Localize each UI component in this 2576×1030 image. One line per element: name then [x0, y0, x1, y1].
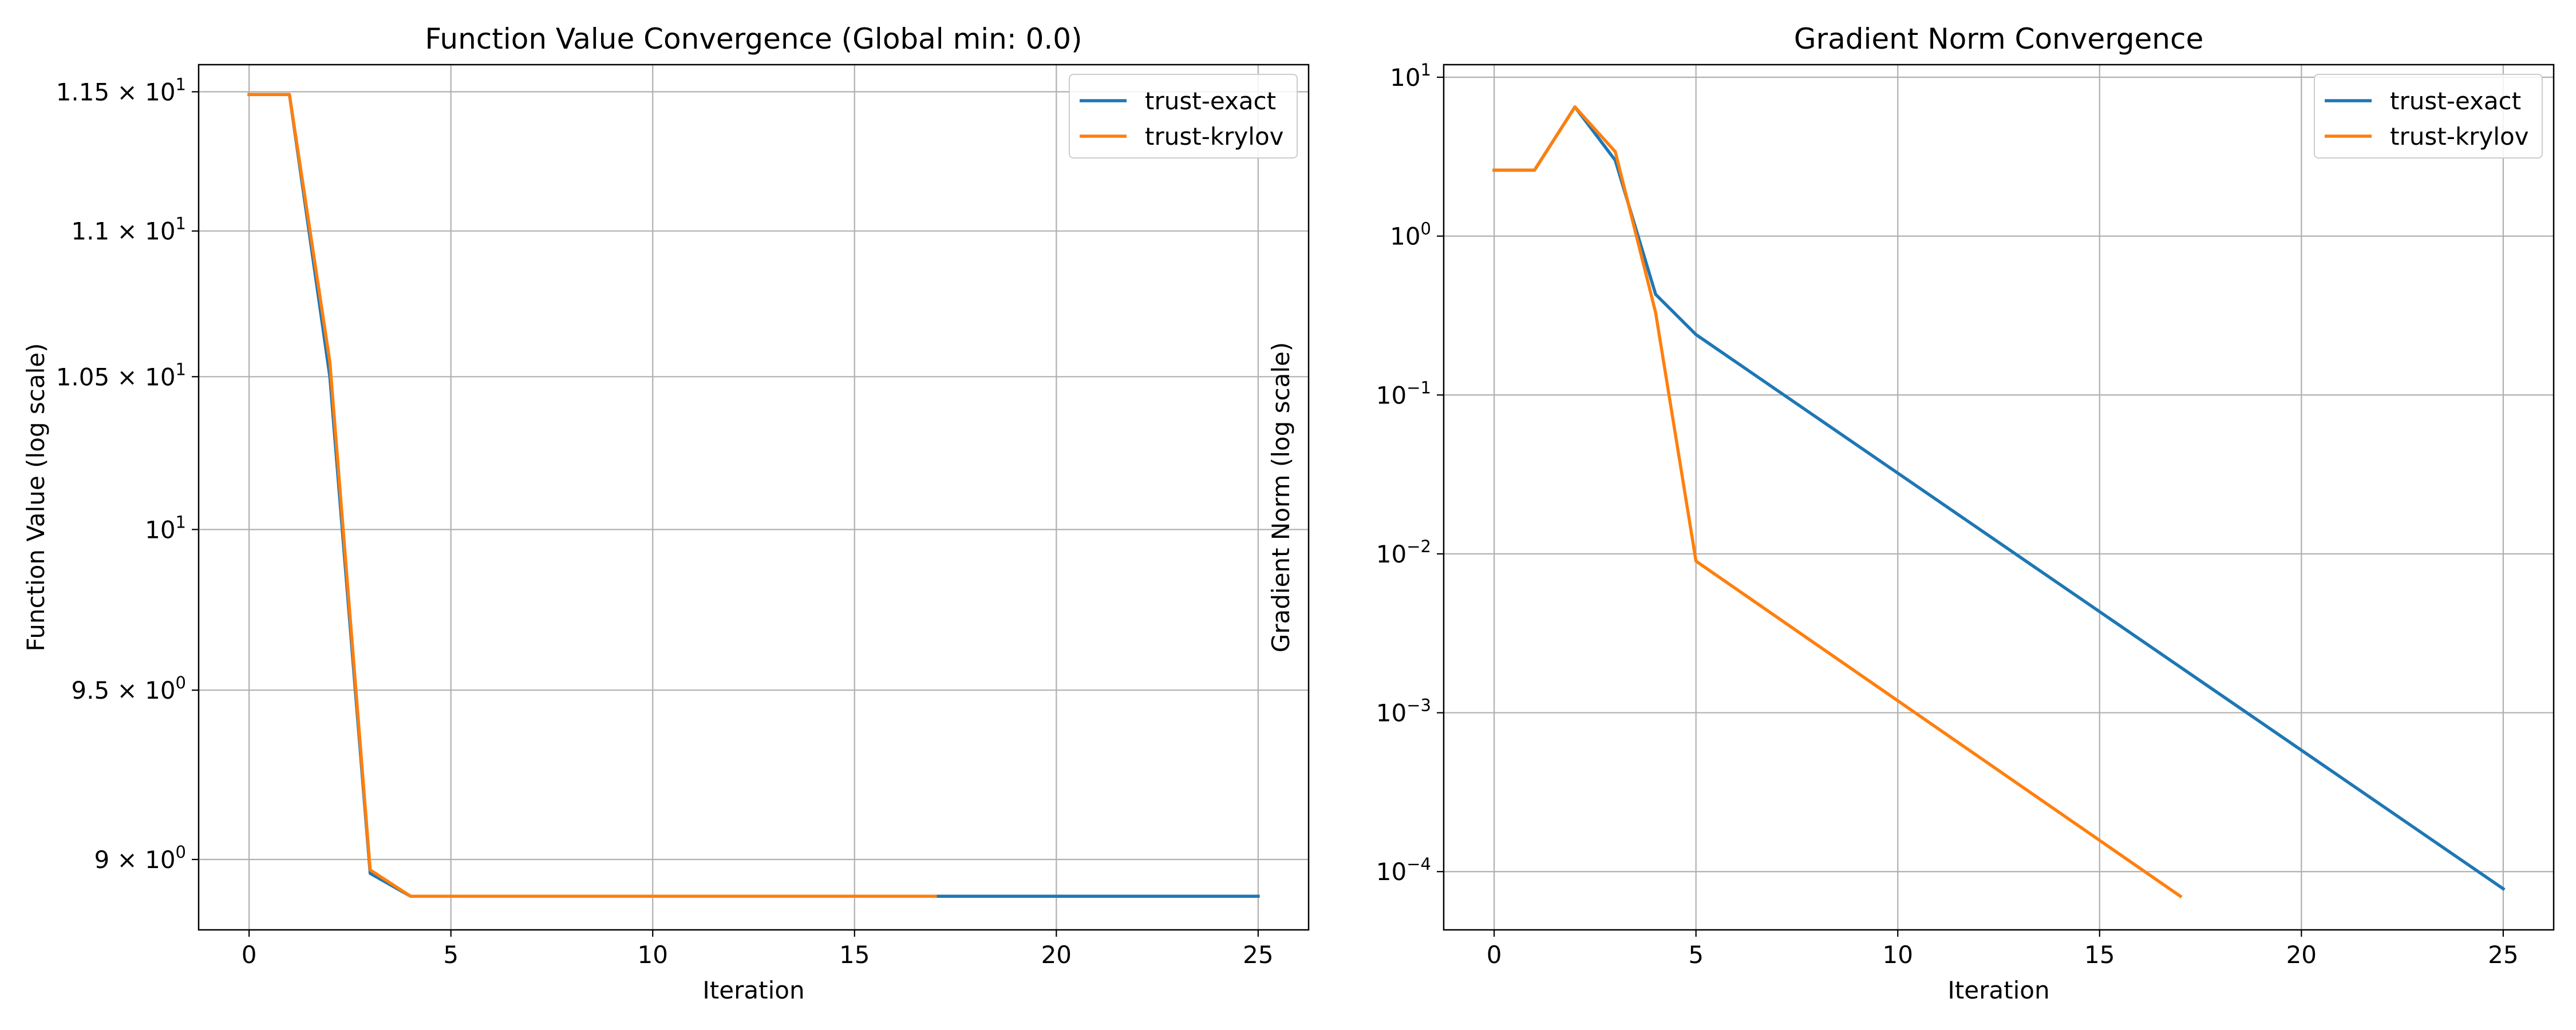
y-tick-exponent: 0	[1421, 219, 1431, 239]
y-tick-exponent: 1	[176, 214, 186, 233]
x-tick-label: 20	[1041, 941, 1072, 969]
x-tick-label: 20	[2286, 941, 2317, 969]
legend-label: trust-exact	[1145, 87, 1276, 115]
x-tick-label: 25	[1243, 941, 1273, 969]
x-tick-label: 10	[638, 941, 668, 969]
y-tick-mantissa: 1.15 × 10	[56, 78, 176, 106]
y-tick-label: 9.5 × 100	[71, 673, 186, 704]
y-tick-label: 10−1	[1376, 378, 1431, 409]
legend-label: trust-exact	[2390, 87, 2521, 115]
x-tick-label: 5	[1688, 941, 1704, 969]
y-tick-exponent: 1	[176, 512, 186, 532]
y-tick-mantissa: 10	[145, 516, 175, 544]
x-axis-label: Iteration	[1947, 976, 2049, 1004]
y-tick-mantissa: 10	[1376, 381, 1406, 409]
y-tick-label: 1.15 × 101	[56, 74, 186, 106]
legend: trust-exact trust-krylov	[2314, 74, 2543, 159]
x-tick-label: 0	[1487, 941, 1502, 969]
y-tick-label: 10−3	[1376, 696, 1431, 727]
y-tick-exponent: 0	[176, 673, 186, 692]
y-tick-mantissa: 10	[1376, 858, 1406, 886]
y-tick-label: 1.05 × 101	[56, 359, 186, 391]
y-tick-mantissa: 1.1 × 10	[71, 217, 175, 245]
series-line-trust-krylov	[1492, 105, 2183, 899]
y-tick-label: 10−2	[1376, 537, 1431, 568]
y-tick-mantissa: 1.05 × 10	[56, 363, 176, 391]
chart-panel-2: 0 5 10 15 20 2510110010−110−210−310−4Gradient…	[1267, 22, 2555, 1004]
y-tick-exponent: −2	[1406, 537, 1431, 556]
y-tick-mantissa: 10	[1390, 64, 1420, 92]
plot-frame	[1443, 64, 2555, 931]
y-tick-mantissa: 9.5 × 10	[71, 676, 175, 704]
y-tick-exponent: 1	[176, 74, 186, 94]
x-tick-label: 25	[2488, 941, 2518, 969]
legend-label: trust-krylov	[1145, 122, 1284, 150]
y-tick-exponent: 1	[176, 359, 186, 379]
x-tick-label: 10	[1883, 941, 1913, 969]
x-tick-label: 15	[2084, 941, 2115, 969]
y-axis-label: Function Value (log scale)	[22, 343, 50, 651]
y-tick-exponent: −4	[1406, 854, 1431, 874]
y-tick-label: 9 × 100	[94, 842, 186, 874]
legend: trust-exact trust-krylov	[1069, 74, 1298, 159]
y-tick-mantissa: 10	[1390, 223, 1420, 251]
y-tick-label: 100	[1390, 219, 1431, 251]
legend-label: trust-krylov	[2390, 122, 2529, 150]
y-tick-exponent: −1	[1406, 378, 1431, 397]
plot-frame	[197, 64, 1310, 931]
x-tick-label: 0	[242, 941, 257, 969]
chart-title: Function Value Convergence (Global min: …	[425, 22, 1082, 56]
y-tick-label: 101	[1390, 60, 1431, 92]
y-tick-mantissa: 9 × 10	[94, 846, 175, 874]
y-tick-exponent: 0	[176, 842, 186, 862]
x-axis-label: Iteration	[702, 976, 804, 1004]
y-tick-label: 101	[145, 512, 186, 544]
x-tick-label: 5	[443, 941, 459, 969]
chart-title: Gradient Norm Convergence	[1794, 22, 2203, 56]
y-tick-mantissa: 10	[1376, 540, 1406, 568]
y-tick-label: 1.1 × 101	[71, 214, 186, 245]
x-tick-label: 15	[839, 941, 870, 969]
y-axis-label: Gradient Norm (log scale)	[1267, 342, 1295, 652]
y-tick-exponent: −3	[1406, 696, 1431, 715]
y-tick-mantissa: 10	[1376, 699, 1406, 727]
series-line-trust-krylov	[247, 93, 937, 898]
y-tick-exponent: 1	[1421, 60, 1431, 80]
y-tick-label: 10−4	[1376, 854, 1431, 886]
